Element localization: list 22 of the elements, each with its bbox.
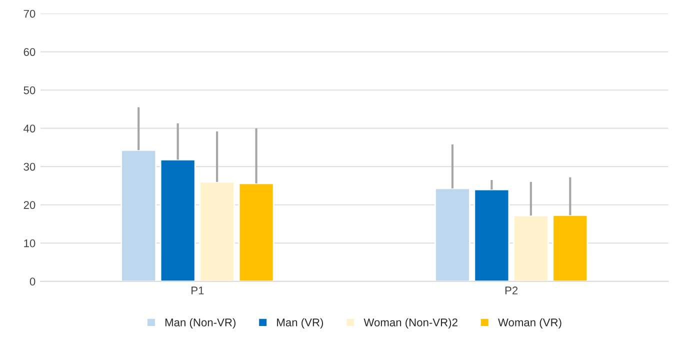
y-tick-label: 40 xyxy=(24,124,36,132)
bar xyxy=(199,181,236,282)
y-tick-label: 20 xyxy=(24,201,36,209)
bar xyxy=(120,149,157,282)
y-tick-label: 50 xyxy=(24,86,36,94)
x-tick-label: P2 xyxy=(505,286,518,294)
bar xyxy=(238,182,274,282)
legend-label: Woman (Non-VR)2 xyxy=(364,318,458,329)
bar xyxy=(512,214,549,282)
x-tick-label: P1 xyxy=(192,286,204,294)
y-tick-label: 30 xyxy=(24,162,36,171)
legend-label: Man (Non-VR) xyxy=(165,318,236,329)
bar xyxy=(552,214,588,282)
y-tick-label: 70 xyxy=(24,10,36,18)
y-tick-label: 60 xyxy=(24,48,36,56)
bar xyxy=(474,188,510,282)
bar xyxy=(434,188,470,282)
legend-label: Woman (VR) xyxy=(498,318,562,329)
bar xyxy=(160,159,196,282)
y-tick-label: 10 xyxy=(24,239,36,248)
legend-label: Man (VR) xyxy=(277,318,324,329)
y-tick-label: 0 xyxy=(30,278,36,286)
